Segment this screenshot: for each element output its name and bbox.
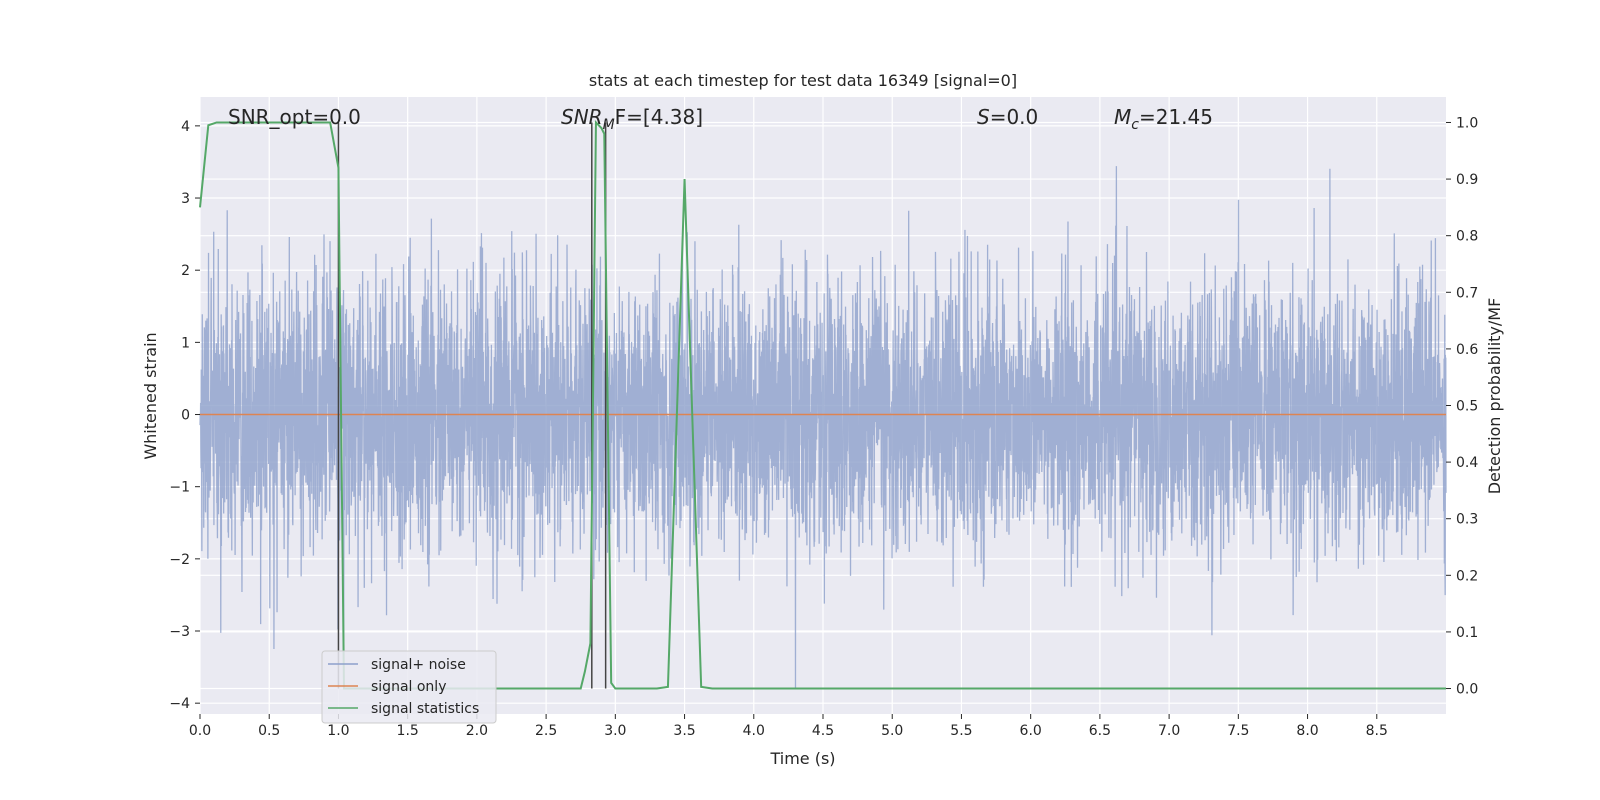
y2-tick-label-0.7: 0.7 [1456,285,1478,301]
y-right-axis-ticks: 0.0 0.1 0.2 0.3 0.4 0.5 0.6 0.7 0.8 0.9 1.0 [1446,115,1478,698]
x-tick-label-8.5: 8.5 [1366,723,1388,739]
noise-trace [199,166,1447,689]
y-tick-label-3: 3 [181,191,190,207]
chart-title: stats at each timestep for test data 163… [589,71,1017,90]
y2-tick-label-0.9: 0.9 [1456,172,1478,188]
y2-tick-label-1.0: 1.0 [1456,115,1478,131]
legend: signal+ noise signal only signal statist… [321,650,497,724]
annotation-mc: Mc=21.45 [1114,105,1213,133]
y-tick-label--4: −4 [169,696,190,712]
x-tick-label-6.0: 6.0 [1020,723,1042,739]
annotation-s: S=0.0 [977,105,1038,129]
x-tick-label-1.5: 1.5 [397,723,419,739]
x-tick-label-8.0: 8.0 [1296,723,1318,739]
x-tick-label-3.5: 3.5 [673,723,695,739]
x-tick-label-6.5: 6.5 [1089,723,1111,739]
y-tick-label--1: −1 [169,480,190,496]
legend-box [321,650,497,724]
y2-tick-label-0.6: 0.6 [1456,342,1478,358]
statistics-line [199,120,1446,690]
x-tick-label-5.5: 5.5 [950,723,972,739]
x-tick-label-4.5: 4.5 [812,723,834,739]
y2-tick-label-0.2: 0.2 [1456,568,1478,584]
legend-label-statistics: signal statistics [371,701,479,717]
y-tick-label--2: −2 [169,552,190,568]
y2-tick-label-0.1: 0.1 [1456,625,1478,641]
y-axis-label: Whitened strain [141,332,160,459]
x-tick-label-3.0: 3.0 [604,723,626,739]
x-tick-label-7.0: 7.0 [1158,723,1180,739]
y2-tick-label-0.8: 0.8 [1456,229,1478,245]
x-tick-label-5.0: 5.0 [881,723,903,739]
annotation-snr-opt: SNR_opt=0.0 [228,105,361,129]
y-tick-label-2: 2 [181,263,190,279]
x-tick-label-1.0: 1.0 [327,723,349,739]
x-axis-label: Time (s) [769,749,835,768]
y2-tick-label-0.0: 0.0 [1456,682,1478,698]
series-signal-noise [199,166,1447,689]
x-tick-label-2.5: 2.5 [535,723,557,739]
annotation-snr-mf: SNRMF=[4.38] [561,105,703,133]
y2-tick-label-0.4: 0.4 [1456,455,1478,471]
x-tick-label-0.5: 0.5 [258,723,280,739]
y-tick-label-0: 0 [181,408,190,424]
y-axis-ticks: −4 −3 −2 −1 0 1 2 3 4 [169,119,200,712]
x-tick-label-7.5: 7.5 [1227,723,1249,739]
y-right-axis-label: Detection probability/MF [1485,298,1504,495]
x-tick-label-4.0: 4.0 [743,723,765,739]
legend-label-noise: signal+ noise [371,657,466,673]
x-tick-label-0.0: 0.0 [189,723,211,739]
x-tick-label-2.0: 2.0 [466,723,488,739]
x-axis-ticks: 0.0 0.5 1.0 1.5 2.0 2.5 3.0 3.5 4.0 4.5 5.0 5.5 6.0 6… [189,714,1388,739]
series-signal-statistics [199,120,1446,690]
y-tick-label--3: −3 [169,624,190,640]
y2-tick-label-0.3: 0.3 [1456,512,1478,528]
legend-label-signal-only: signal only [371,679,446,695]
y2-tick-label-0.5: 0.5 [1456,399,1478,415]
y-tick-label-1: 1 [181,335,190,351]
y-tick-label-4: 4 [181,119,190,135]
